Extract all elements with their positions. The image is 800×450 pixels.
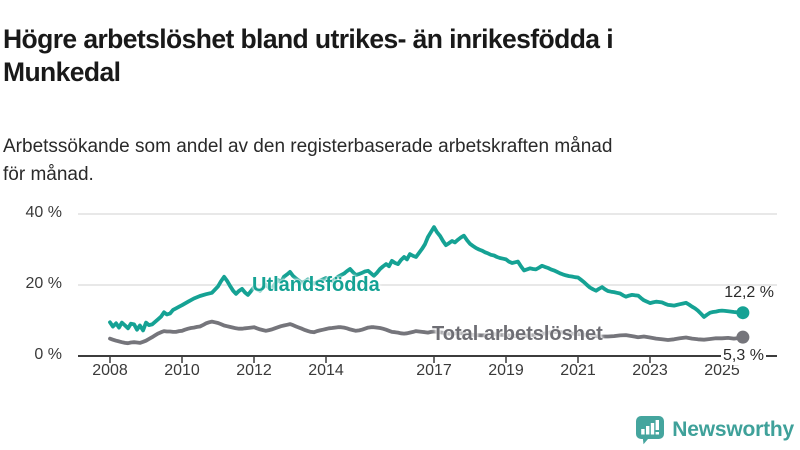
newsworthy-logo-text: Newsworthy bbox=[672, 418, 794, 441]
newsworthy-bubble-chart-icon bbox=[636, 416, 665, 445]
x-tick-label: 2017 bbox=[416, 362, 452, 379]
x-tick-label: 2019 bbox=[488, 362, 524, 379]
x-tick-label: 2023 bbox=[632, 362, 668, 379]
y-tick-label: 20 % bbox=[25, 275, 62, 292]
y-tick-label: 40 % bbox=[25, 204, 62, 221]
x-tick-label: 2014 bbox=[308, 362, 344, 379]
y-tick-label: 0 % bbox=[34, 346, 62, 363]
series-label-total-arbetsloshet: Total arbetslöshet bbox=[432, 323, 603, 345]
page-title: Högre arbetslöshet bland utrikes- än inr… bbox=[3, 23, 614, 87]
series-end-dot-0 bbox=[736, 306, 750, 320]
newsworthy-logo[interactable]: Newsworthy bbox=[635, 415, 794, 445]
x-tick-label: 2008 bbox=[92, 362, 128, 379]
series-line-1 bbox=[108, 319, 745, 346]
end-value-label-total: 5,3 % bbox=[721, 347, 766, 365]
x-tick-label: 2012 bbox=[236, 362, 272, 379]
end-value-label-utlandsfodda: 12,2 % bbox=[724, 284, 774, 301]
series-line-0 bbox=[108, 225, 745, 333]
x-tick-label: 2010 bbox=[164, 362, 200, 379]
series-end-dot-1 bbox=[736, 330, 750, 344]
x-tick-label: 2025 bbox=[704, 362, 740, 379]
x-tick-label: 2021 bbox=[560, 362, 596, 379]
series-label-utlandsfodda: Utlandsfödda bbox=[252, 274, 380, 296]
chart-subtitle: Arbetssökande som andel av den registerb… bbox=[3, 136, 613, 185]
